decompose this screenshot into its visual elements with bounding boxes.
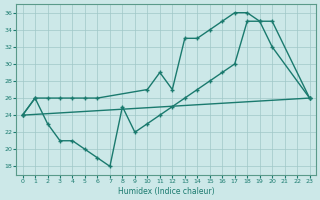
X-axis label: Humidex (Indice chaleur): Humidex (Indice chaleur) bbox=[118, 187, 214, 196]
